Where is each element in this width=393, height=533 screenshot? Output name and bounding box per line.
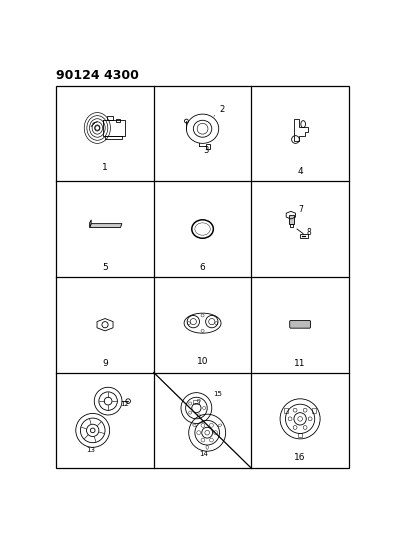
- Bar: [107, 116, 113, 120]
- Bar: [193, 400, 200, 404]
- Text: 14: 14: [200, 451, 209, 457]
- Text: 5: 5: [102, 263, 108, 272]
- Bar: [284, 408, 288, 413]
- Bar: [288, 215, 294, 224]
- Text: 15: 15: [213, 391, 222, 397]
- Text: 3: 3: [203, 147, 208, 156]
- Text: 8: 8: [306, 228, 311, 237]
- Bar: [103, 120, 125, 136]
- Bar: [206, 144, 210, 149]
- Text: 16: 16: [294, 453, 306, 462]
- Circle shape: [95, 126, 100, 130]
- Text: 90124 4300: 90124 4300: [56, 69, 139, 82]
- Text: 6: 6: [200, 263, 206, 272]
- Text: 7: 7: [299, 205, 303, 214]
- Bar: [290, 224, 293, 228]
- FancyBboxPatch shape: [290, 320, 310, 328]
- Bar: [116, 119, 120, 122]
- Text: 10: 10: [197, 357, 208, 366]
- Bar: [105, 136, 122, 139]
- Bar: [300, 233, 308, 238]
- Polygon shape: [90, 220, 91, 228]
- Text: 4: 4: [297, 167, 303, 176]
- Text: 13: 13: [87, 447, 95, 453]
- Bar: [312, 408, 316, 413]
- Text: 9: 9: [102, 359, 108, 368]
- Text: 1: 1: [102, 164, 108, 172]
- Text: 12: 12: [120, 401, 129, 407]
- Text: 2: 2: [214, 105, 225, 116]
- Bar: [298, 433, 302, 437]
- Text: 11: 11: [294, 359, 306, 368]
- Polygon shape: [90, 224, 122, 228]
